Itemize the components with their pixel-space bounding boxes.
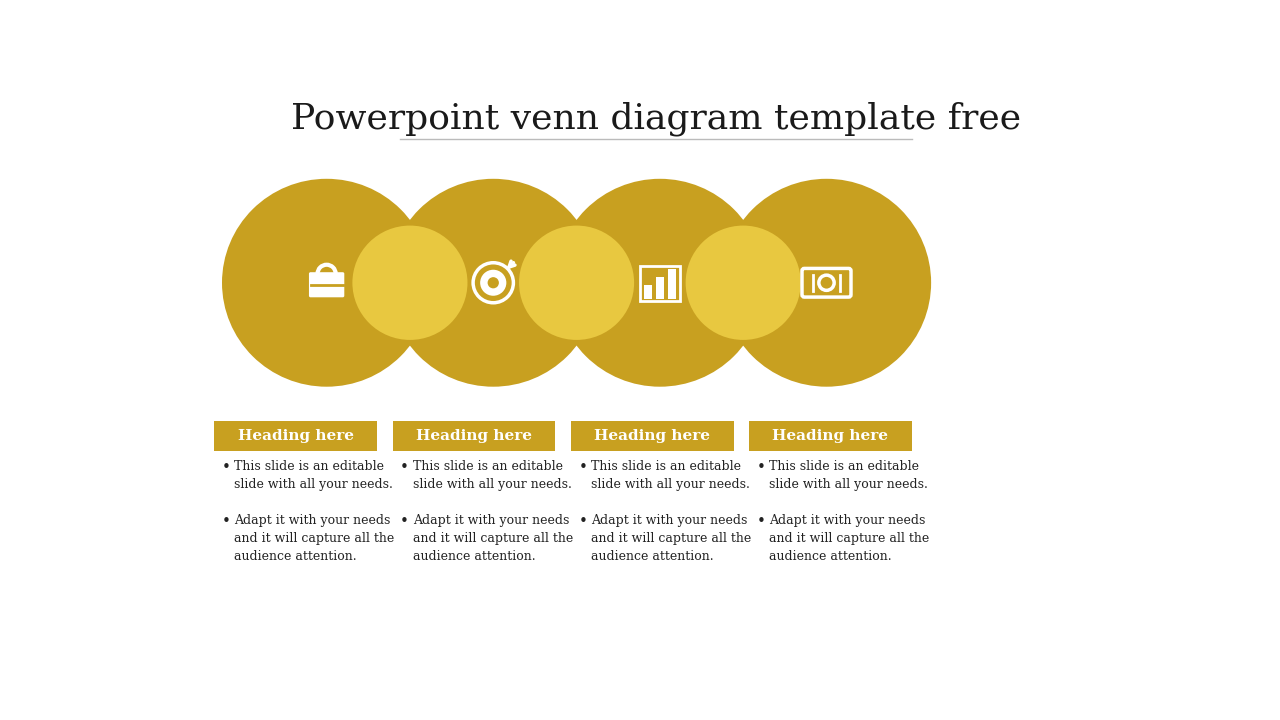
Circle shape: [722, 179, 931, 387]
Text: •: •: [756, 514, 765, 528]
Circle shape: [686, 225, 801, 340]
Circle shape: [488, 277, 499, 288]
Text: Adapt it with your needs
and it will capture all the
audience attention.: Adapt it with your needs and it will cap…: [234, 514, 394, 563]
FancyBboxPatch shape: [571, 421, 733, 451]
Circle shape: [518, 225, 634, 340]
Text: Adapt it with your needs
and it will capture all the
audience attention.: Adapt it with your needs and it will cap…: [769, 514, 929, 563]
FancyBboxPatch shape: [644, 284, 652, 299]
Text: •: •: [579, 460, 588, 475]
Text: Heading here: Heading here: [416, 429, 532, 443]
Circle shape: [389, 179, 598, 387]
Text: •: •: [401, 460, 410, 475]
Text: Heading here: Heading here: [238, 429, 353, 443]
Text: Heading here: Heading here: [772, 429, 888, 443]
Text: •: •: [401, 514, 410, 528]
Text: •: •: [221, 460, 230, 475]
Text: •: •: [756, 460, 765, 475]
Text: This slide is an editable
slide with all your needs.: This slide is an editable slide with all…: [591, 460, 750, 491]
Text: This slide is an editable
slide with all your needs.: This slide is an editable slide with all…: [234, 460, 393, 491]
FancyBboxPatch shape: [655, 276, 664, 299]
Circle shape: [480, 270, 507, 296]
Circle shape: [352, 225, 467, 340]
Circle shape: [221, 179, 431, 387]
Text: Powerpoint venn diagram template free: Powerpoint venn diagram template free: [291, 102, 1021, 136]
Text: This slide is an editable
slide with all your needs.: This slide is an editable slide with all…: [412, 460, 572, 491]
FancyBboxPatch shape: [214, 421, 378, 451]
Text: Adapt it with your needs
and it will capture all the
audience attention.: Adapt it with your needs and it will cap…: [591, 514, 751, 563]
Text: •: •: [579, 514, 588, 528]
FancyBboxPatch shape: [393, 421, 556, 451]
Text: Heading here: Heading here: [594, 429, 710, 443]
FancyBboxPatch shape: [308, 272, 344, 297]
Text: Adapt it with your needs
and it will capture all the
audience attention.: Adapt it with your needs and it will cap…: [412, 514, 573, 563]
Text: •: •: [221, 514, 230, 528]
Circle shape: [556, 179, 764, 387]
FancyBboxPatch shape: [749, 421, 911, 451]
Text: This slide is an editable
slide with all your needs.: This slide is an editable slide with all…: [769, 460, 928, 491]
FancyBboxPatch shape: [668, 269, 676, 299]
